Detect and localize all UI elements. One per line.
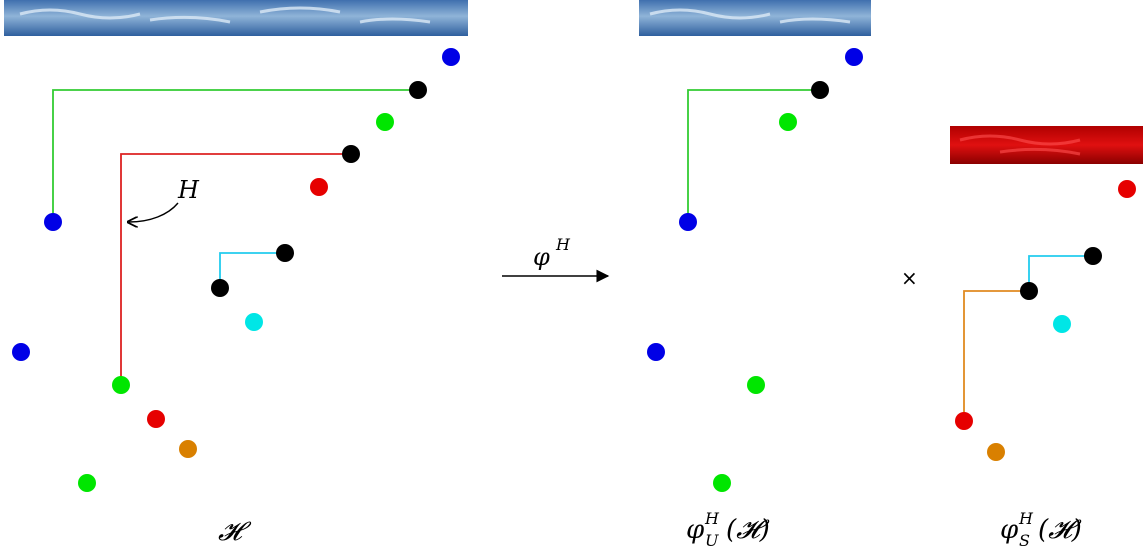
- middle-caption: φ H U (𝓗): [686, 509, 770, 550]
- dot-black: [409, 81, 427, 99]
- right-dots: [955, 180, 1136, 461]
- hook-arrow: [129, 202, 179, 222]
- times-symbol: ×: [901, 266, 918, 290]
- middle-caption-sup: H: [704, 509, 720, 528]
- dot-green: [78, 474, 96, 492]
- dot-green: [779, 113, 797, 131]
- dot-red: [955, 412, 973, 430]
- dot-red: [310, 178, 328, 196]
- dot-black: [1084, 247, 1102, 265]
- orange-path-right: [963, 290, 1029, 421]
- dot-blue: [44, 213, 62, 231]
- dot-black: [1020, 282, 1038, 300]
- dot-orange: [987, 443, 1005, 461]
- dot-red: [147, 410, 165, 428]
- map-superscript: H: [555, 235, 571, 254]
- dot-black: [211, 279, 229, 297]
- right-caption-sup: H: [1018, 509, 1034, 528]
- dot-blue: [679, 213, 697, 231]
- right-caption-main: φ: [1000, 515, 1019, 545]
- dot-black: [276, 244, 294, 262]
- sky-strip-left: [4, 0, 468, 36]
- dot-red: [1118, 180, 1136, 198]
- hook-label: H: [177, 176, 200, 204]
- cyan-path-right: [1028, 255, 1093, 291]
- dot-green: [747, 376, 765, 394]
- right-caption-sub: S: [1019, 531, 1030, 550]
- left-caption: 𝓗: [218, 517, 252, 547]
- right-caption: φ H S (𝓗): [1000, 509, 1082, 550]
- dot-cyan: [1053, 315, 1071, 333]
- middle-dots: [647, 48, 863, 492]
- left-dots: [12, 48, 460, 492]
- dot-green: [112, 376, 130, 394]
- green-path-left: [52, 89, 418, 222]
- middle-caption-sub: U: [705, 531, 719, 550]
- dot-orange: [179, 440, 197, 458]
- green-path-middle: [687, 89, 820, 222]
- middle-caption-main: φ: [686, 515, 705, 545]
- dot-cyan: [245, 313, 263, 331]
- sky-strip-middle: [639, 0, 871, 36]
- dot-green: [713, 474, 731, 492]
- middle-caption-arg: (𝓗): [726, 515, 770, 545]
- red-path-left: [120, 153, 351, 385]
- dot-black: [811, 81, 829, 99]
- dot-green: [376, 113, 394, 131]
- dot-blue: [12, 343, 30, 361]
- map-symbol: φ: [533, 243, 550, 271]
- dot-blue: [845, 48, 863, 66]
- right-caption-arg: (𝓗): [1038, 515, 1082, 545]
- dot-blue: [442, 48, 460, 66]
- cyan-path-left: [219, 252, 285, 288]
- red-strip-right: [950, 126, 1143, 164]
- dot-black: [342, 145, 360, 163]
- dot-blue: [647, 343, 665, 361]
